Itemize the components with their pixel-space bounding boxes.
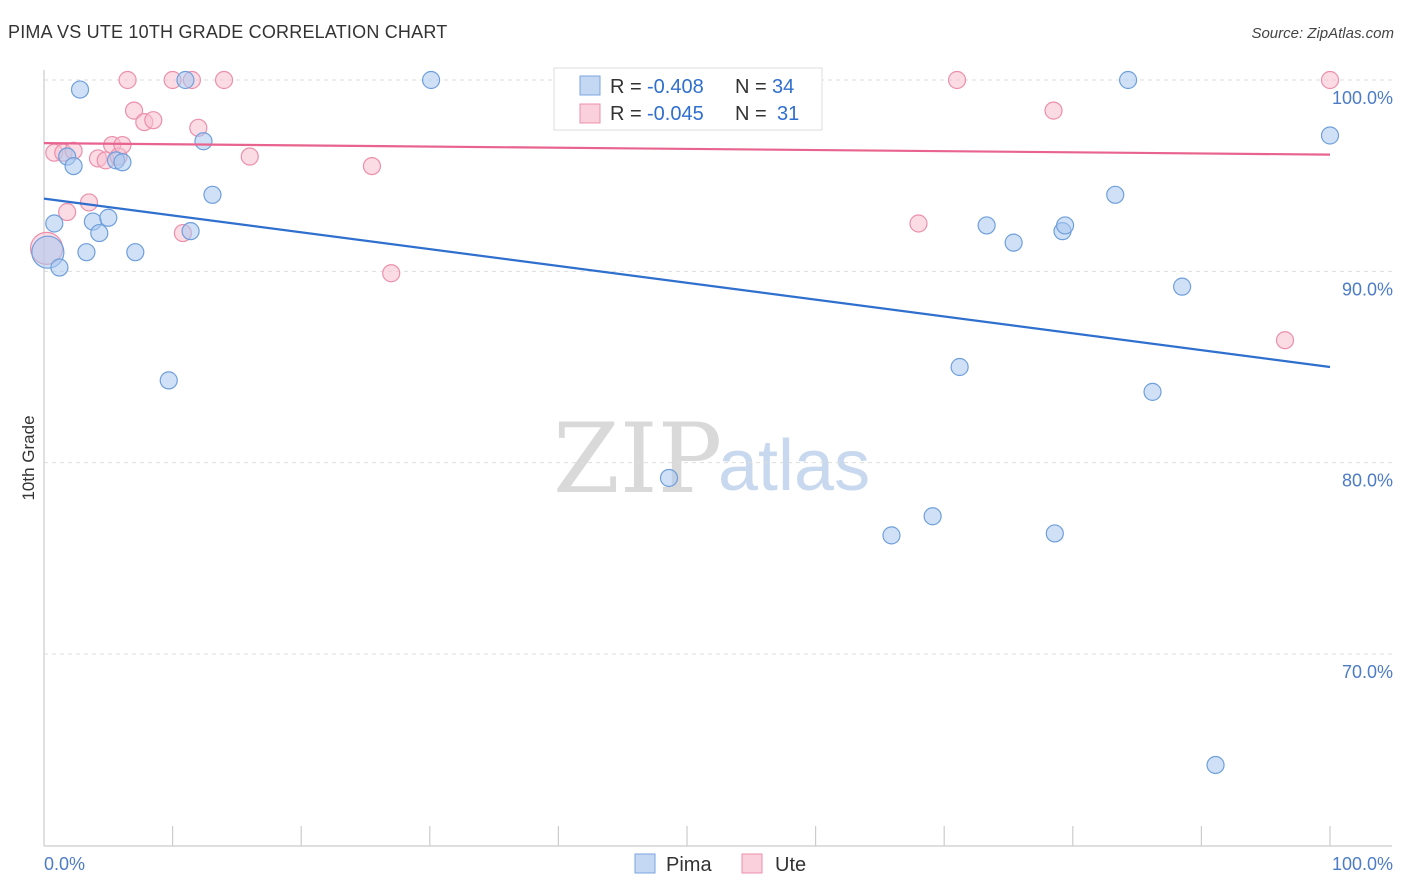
pima-point	[1173, 277, 1192, 296]
ute-point	[118, 70, 137, 90]
y-tick-label: 100.0%	[1332, 88, 1393, 108]
pima-trend-line	[43, 197, 1331, 369]
pima-n-label: N =	[735, 76, 767, 98]
ute-n-label: N =	[735, 103, 767, 125]
source-credit: Source: ZipAtlas.com	[1251, 25, 1394, 42]
pima-point	[659, 468, 679, 488]
ute-legend-swatch	[579, 103, 601, 124]
ute-point	[79, 193, 99, 212]
watermark-atlas: atlas	[718, 426, 870, 506]
pima-bottom-swatch	[634, 853, 656, 874]
ute-point	[113, 135, 132, 155]
chart-title: PIMA VS UTE 10TH GRADE CORRELATION CHART	[8, 22, 448, 42]
pima-point	[1004, 233, 1023, 252]
ute-point	[1044, 101, 1063, 120]
pima-point	[90, 223, 109, 243]
pima-point	[203, 185, 222, 204]
pima-point	[882, 526, 901, 545]
y-tick-label: 70.0%	[1342, 662, 1393, 682]
pima-point	[1320, 126, 1340, 145]
pima-bottom-label: Pima	[666, 854, 712, 876]
pima-point	[1118, 70, 1138, 90]
pima-n-value: 34	[772, 76, 794, 98]
pima-point	[70, 80, 90, 99]
ute-point	[214, 70, 234, 90]
trend-lines	[43, 142, 1331, 369]
pima-point	[977, 216, 996, 235]
ute-point	[947, 70, 967, 90]
pima-point	[1055, 216, 1075, 235]
pima-point	[181, 222, 200, 241]
ute-point	[124, 101, 144, 120]
pima-points	[31, 70, 1340, 775]
pima-point	[1143, 382, 1162, 401]
ute-bottom-swatch	[741, 853, 763, 874]
ute-n-value: 31	[777, 103, 799, 125]
series-legend: Pima Ute	[634, 853, 806, 876]
pima-point	[159, 371, 178, 390]
x-tick-marks	[172, 826, 1331, 846]
ute-point	[1320, 70, 1340, 90]
grid-layer	[44, 79, 1392, 655]
pima-point	[194, 132, 213, 151]
pima-point	[176, 70, 195, 90]
pima-point	[1206, 755, 1225, 775]
pima-legend-swatch	[579, 75, 601, 96]
tick-labels: 100.0% 90.0% 80.0% 70.0% 0.0% 100.0%	[44, 88, 1393, 874]
pima-point	[113, 153, 132, 172]
x-tick-label: 0.0%	[44, 854, 85, 874]
ute-point	[362, 157, 382, 176]
pima-point	[950, 357, 969, 377]
ute-trend-line	[43, 142, 1331, 156]
pima-point	[45, 214, 64, 233]
pima-point	[1106, 185, 1125, 204]
pima-r-label: R =	[610, 76, 642, 98]
pima-point	[1045, 524, 1064, 543]
ute-point	[382, 264, 401, 283]
pima-point	[421, 70, 441, 90]
ute-bottom-label: Ute	[775, 854, 806, 876]
pima-point	[64, 157, 83, 176]
ute-point	[1275, 331, 1295, 350]
y-axis-title: 10th Grade	[19, 415, 38, 500]
pima-point	[77, 243, 96, 262]
ute-r-value: -0.045	[647, 103, 704, 125]
x-tick-label: 100.0%	[1332, 854, 1393, 874]
pima-point	[923, 507, 942, 526]
watermark-zip: ZIP	[553, 403, 722, 515]
stats-legend: R = -0.408 N = 34 R = -0.045 N = 31	[553, 67, 823, 131]
ute-point	[58, 202, 77, 222]
ute-r-label: R =	[610, 103, 642, 125]
pima-point	[50, 258, 69, 277]
ute-point	[144, 111, 163, 130]
pima-r-value: -0.408	[647, 76, 704, 98]
y-tick-label: 90.0%	[1342, 279, 1393, 299]
pima-point	[99, 208, 118, 227]
ute-point	[240, 147, 259, 166]
y-tick-label: 80.0%	[1342, 471, 1393, 491]
pima-point	[126, 243, 145, 262]
ute-point	[909, 214, 928, 233]
